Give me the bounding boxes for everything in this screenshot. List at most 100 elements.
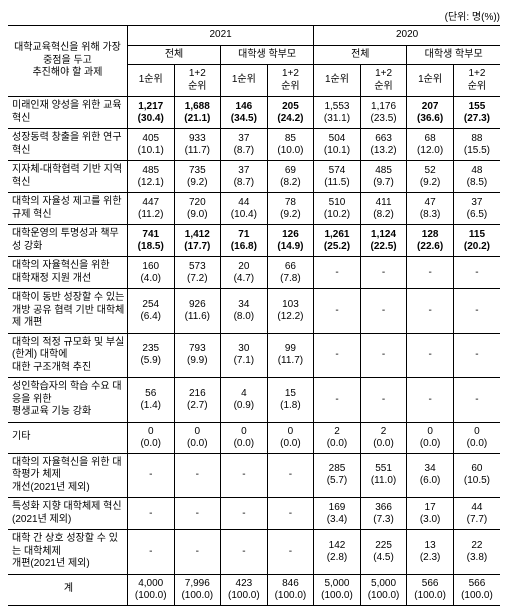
value-cell: 5,000(100.0): [314, 574, 361, 605]
value-cell: 71(16.8): [221, 225, 268, 257]
value-cell: -: [127, 498, 174, 530]
value-cell: 663(13.2): [360, 129, 407, 161]
value-cell: 44(7.7): [453, 498, 500, 530]
table-row: 대학의 자율혁신을 위한 대학평가 체제개선(2021년 제외)----285(…: [8, 453, 500, 498]
value-cell: -: [453, 257, 500, 289]
data-table: 대학교육혁신을 위해 가장 중점을 두고 추진해야 할 과제 2021 2020…: [8, 25, 500, 606]
value-cell: 13(2.3): [407, 530, 454, 575]
value-cell: 115(20.2): [453, 225, 500, 257]
table-row: 대학의 자율성 제고를 위한 규제 혁신447(11.2)720(9.0)44(…: [8, 193, 500, 225]
value-cell: 793(9.9): [174, 333, 221, 378]
value-cell: 423(100.0): [221, 574, 268, 605]
row-label: 대학의 자율혁신을 위한대학재정 지원 개선: [8, 257, 127, 289]
row-label: 성인학습자의 학습 수요 대응을 위한평생교육 기능 강화: [8, 378, 127, 423]
table-row: 대학 간 상호 성장할 수 있는 대학체제개편(2021년 제외)----142…: [8, 530, 500, 575]
value-cell: 22(3.8): [453, 530, 500, 575]
value-cell: 225(4.5): [360, 530, 407, 575]
header-2020-total: 전체: [314, 45, 407, 65]
value-cell: 52(9.2): [407, 161, 454, 193]
value-cell: 142(2.8): [314, 530, 361, 575]
table-row: 미래인재 양성을 위한 교육 혁신1,217(30.4)1,688(21.1)1…: [8, 97, 500, 129]
value-cell: 846(100.0): [267, 574, 314, 605]
value-cell: -: [453, 333, 500, 378]
row-label: 성장동력 창출을 위한 연구 혁신: [8, 129, 127, 161]
value-cell: 1,176(23.5): [360, 97, 407, 129]
value-cell: 4,000(100.0): [127, 574, 174, 605]
value-cell: 566(100.0): [453, 574, 500, 605]
table-row: 특성화 지향 대학체제 혁신(2021년 제외)----169(3.4)366(…: [8, 498, 500, 530]
row-label: 대학의 자율성 제고를 위한 규제 혁신: [8, 193, 127, 225]
value-cell: 405(10.1): [127, 129, 174, 161]
value-cell: 20(4.7): [221, 257, 268, 289]
header-rank12: 1+2순위: [360, 65, 407, 97]
value-cell: -: [174, 530, 221, 575]
table-row: 대학의 적정 규모화 및 부실(한계) 대학에대한 구조개혁 추진235(5.9…: [8, 333, 500, 378]
header-year-2021: 2021: [127, 26, 313, 46]
row-label: 기타: [8, 422, 127, 453]
header-2021-total: 전체: [127, 45, 220, 65]
value-cell: 66(7.8): [267, 257, 314, 289]
header-year-2020: 2020: [314, 26, 500, 46]
value-cell: -: [360, 289, 407, 334]
value-cell: -: [314, 333, 361, 378]
table-row: 성인학습자의 학습 수요 대응을 위한평생교육 기능 강화56(1.4)216(…: [8, 378, 500, 423]
value-cell: 485(12.1): [127, 161, 174, 193]
row-label-total: 계: [8, 574, 127, 605]
table-row: 대학의 자율혁신을 위한대학재정 지원 개선160(4.0)573(7.2)20…: [8, 257, 500, 289]
value-cell: 504(10.1): [314, 129, 361, 161]
value-cell: 0(0.0): [267, 422, 314, 453]
value-cell: 0(0.0): [407, 422, 454, 453]
value-cell: -: [314, 378, 361, 423]
value-cell: 7,996(100.0): [174, 574, 221, 605]
value-cell: -: [221, 498, 268, 530]
value-cell: 1,412(17.7): [174, 225, 221, 257]
value-cell: 37(6.5): [453, 193, 500, 225]
value-cell: 1,124(22.5): [360, 225, 407, 257]
value-cell: -: [314, 257, 361, 289]
header-rank1: 1순위: [407, 65, 454, 97]
value-cell: -: [360, 333, 407, 378]
value-cell: 68(12.0): [407, 129, 454, 161]
value-cell: 37(8.7): [221, 161, 268, 193]
value-cell: 0(0.0): [221, 422, 268, 453]
value-cell: 47(8.3): [407, 193, 454, 225]
value-cell: 48(8.5): [453, 161, 500, 193]
value-cell: 2(0.0): [314, 422, 361, 453]
value-cell: 34(6.0): [407, 453, 454, 498]
value-cell: 285(5.7): [314, 453, 361, 498]
value-cell: 254(6.4): [127, 289, 174, 334]
value-cell: 735(9.2): [174, 161, 221, 193]
header-rank12: 1+2순위: [267, 65, 314, 97]
value-cell: 155(27.3): [453, 97, 500, 129]
value-cell: 99(11.7): [267, 333, 314, 378]
value-cell: 235(5.9): [127, 333, 174, 378]
value-cell: -: [267, 530, 314, 575]
value-cell: -: [267, 498, 314, 530]
value-cell: 933(11.7): [174, 129, 221, 161]
value-cell: -: [360, 378, 407, 423]
header-rank1: 1순위: [127, 65, 174, 97]
header-rank12: 1+2순위: [453, 65, 500, 97]
row-label: 미래인재 양성을 위한 교육 혁신: [8, 97, 127, 129]
value-cell: 44(10.4): [221, 193, 268, 225]
value-cell: 0(0.0): [127, 422, 174, 453]
value-cell: -: [127, 453, 174, 498]
value-cell: 411(8.2): [360, 193, 407, 225]
value-cell: 128(22.6): [407, 225, 454, 257]
value-cell: 146(34.5): [221, 97, 268, 129]
value-cell: 5,000(100.0): [360, 574, 407, 605]
value-cell: 17(3.0): [407, 498, 454, 530]
table-row: 지자체-대학협력 기반 지역 혁신485(12.1)735(9.2)37(8.7…: [8, 161, 500, 193]
value-cell: 1,553(31.1): [314, 97, 361, 129]
value-cell: 78(9.2): [267, 193, 314, 225]
value-cell: 566(100.0): [407, 574, 454, 605]
value-cell: 1,688(21.1): [174, 97, 221, 129]
row-label: 대학의 적정 규모화 및 부실(한계) 대학에대한 구조개혁 추진: [8, 333, 127, 378]
value-cell: 510(10.2): [314, 193, 361, 225]
value-cell: 69(8.2): [267, 161, 314, 193]
table-row: 기타0(0.0)0(0.0)0(0.0)0(0.0)2(0.0)2(0.0)0(…: [8, 422, 500, 453]
row-label: 대학운영의 투명성과 책무성 강화: [8, 225, 127, 257]
value-cell: 551(11.0): [360, 453, 407, 498]
value-cell: 2(0.0): [360, 422, 407, 453]
value-cell: 1,217(30.4): [127, 97, 174, 129]
